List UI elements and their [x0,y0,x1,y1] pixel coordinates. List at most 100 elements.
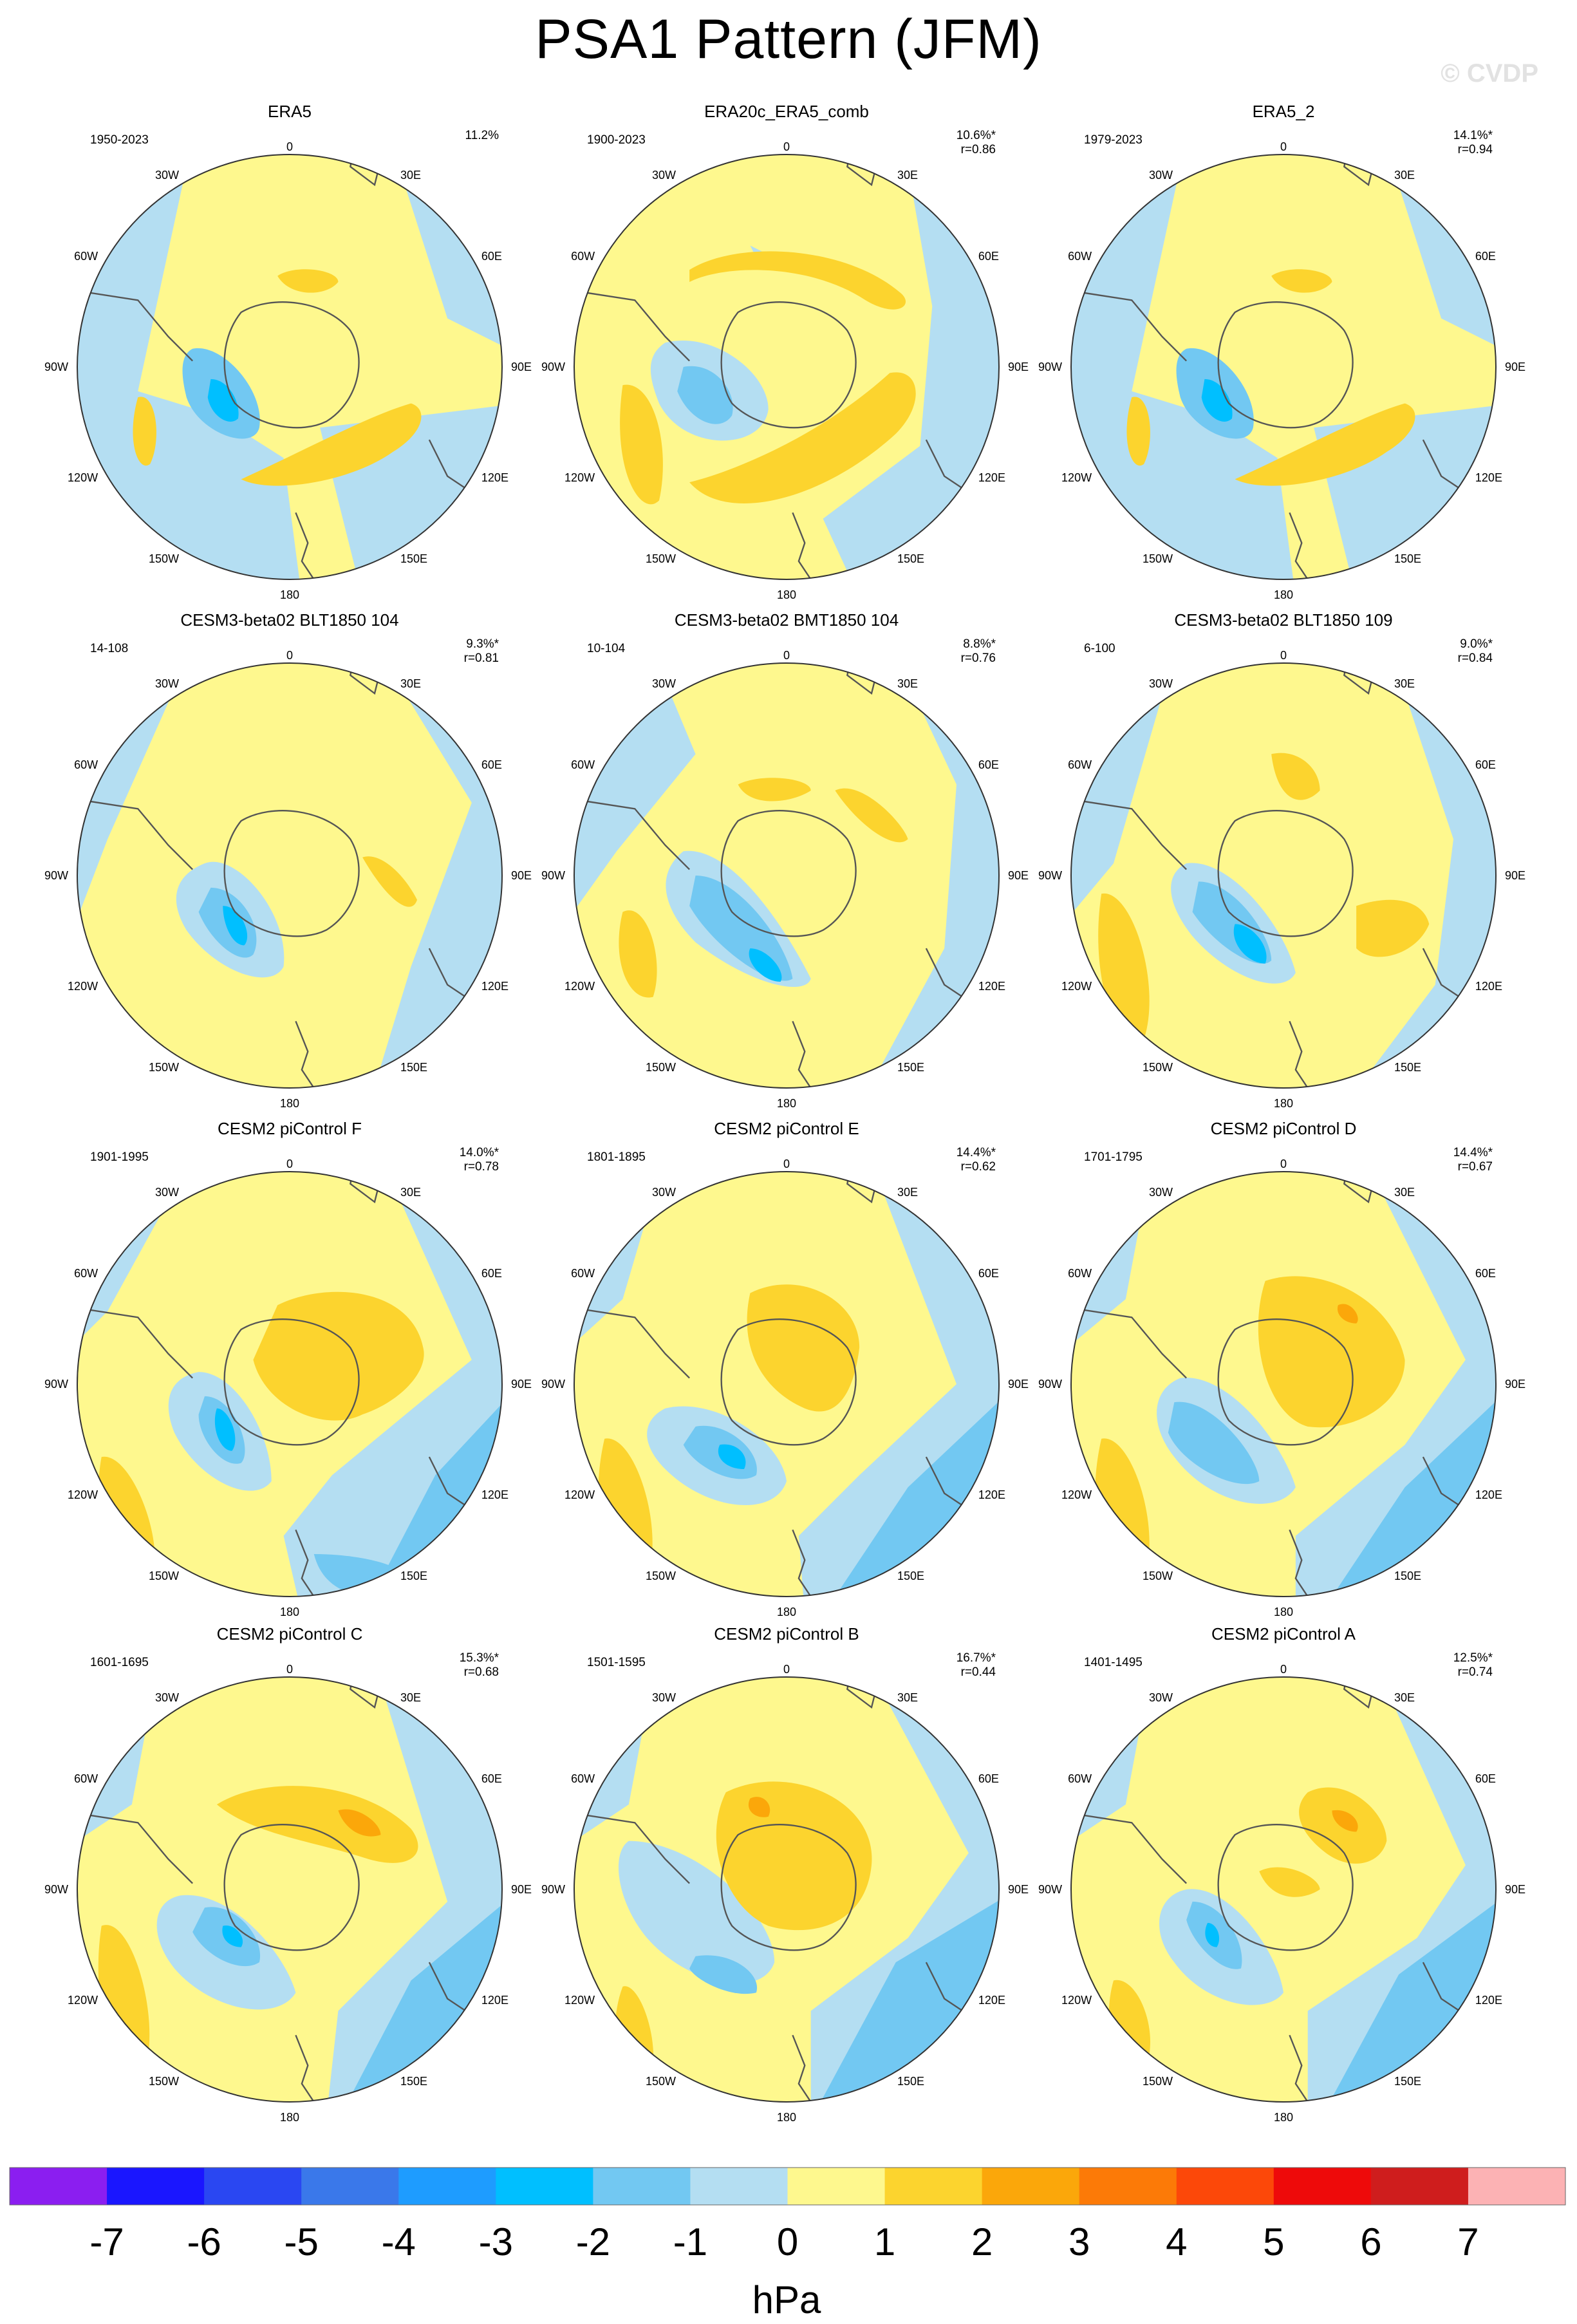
colorbar-tick-label: -5 [285,2220,319,2263]
lon-label-west: 120W [565,1994,595,2007]
lon-label-east: 30E [1394,1186,1415,1199]
anomaly-contour [1168,1401,1260,1485]
colorbar-swatch [787,2168,886,2205]
lon-label-west: 30W [155,677,179,690]
map-panel-grid: ERA5 1950-2023 11.2% 0 180 30W 30E 60W 60E 90W 90E… [44,102,1526,2124]
lon-label-east: 90E [1505,1883,1526,1896]
map-boundary [574,1171,1000,1597]
panel-correlation: r=0.44 [961,1665,996,1679]
antarctica-coastline [1217,1318,1354,1446]
panel-correlation: r=0.74 [1458,1665,1493,1679]
map-boundary [77,662,503,1089]
anomaly-contour [1259,1867,1320,1897]
lon-label-west: 30W [155,1691,179,1704]
lon-label-east: 150E [1394,1570,1421,1582]
south-america-coastline [574,1810,690,1884]
anomaly-contour [677,366,733,424]
lon-label-east: 30E [400,677,421,690]
map-panels-svg: ERA5 1950-2023 11.2% 0 180 30W 30E 60W 60E 90W 90E… [44,102,1526,2124]
antarctica-coastline [1217,810,1354,937]
anomaly-contour [738,778,811,801]
lon-label-west: 150W [149,552,179,565]
panel-explained-variance: 9.0%* [1460,637,1493,651]
lon-label-180: 180 [1274,1606,1293,1618]
panel-title: CESM3-beta02 BLT1850 104 [180,610,398,630]
new-zealand-coastline [1289,1529,1309,1597]
lon-label-west: 120W [1061,1488,1092,1501]
antarctica-coastline [223,1824,360,1951]
anomaly-contour [748,1797,770,1817]
lon-label-west: 90W [1038,1883,1062,1896]
map-boundary [1070,154,1497,580]
panel-title: CESM2 piControl C [217,1624,363,1644]
lon-label-west: 30W [652,677,676,690]
map-boundary [1070,1171,1497,1597]
panel-correlation: r=0.68 [464,1665,499,1679]
colorbar-tick-label: 7 [1457,2220,1479,2263]
lon-label-west: 60W [571,250,595,263]
lon-label-180: 180 [777,2111,796,2124]
south-america-coastline [77,287,193,362]
lon-label-east: 60E [481,1267,502,1280]
lon-label-0: 0 [783,1157,790,1170]
anomaly-field [574,155,999,579]
map-panel: CESM2 piControl F 1901-1995 14.0%*r=0.78 0 1… [44,1119,532,1618]
map-boundary [1070,1676,1497,2103]
panel-explained-variance: 8.8%* [963,637,996,651]
lon-label-east: 120E [978,980,1005,993]
map-panel: CESM2 piControl B 1501-1595 16.7%*r=0.44 0 1… [541,1624,1029,2124]
anomaly-contour [1233,924,1267,964]
lon-label-west: 90W [44,869,68,882]
panel-explained-variance: 15.3%* [460,1651,499,1665]
anomaly-contour [216,1786,418,1863]
lon-label-east: 60E [978,1267,999,1280]
colorbar-swatch [107,2168,205,2205]
lon-label-east: 90E [1008,869,1029,882]
lon-label-east: 60E [978,250,999,263]
panel-years: 1900-2023 [587,133,646,147]
anomaly-contour [1201,379,1233,422]
lon-label-east: 60E [481,250,502,263]
panel-explained-variance: 16.7%* [956,1651,996,1665]
lon-label-east: 120E [1475,980,1502,993]
colorbar-swatch [496,2168,593,2205]
colorbar-swatch [982,2168,1080,2205]
panel-title: CESM3-beta02 BLT1850 109 [1174,610,1392,630]
panel-title: CESM3-beta02 BMT1850 104 [675,610,899,630]
anomaly-contour [749,948,782,982]
anomaly-contour [620,384,663,505]
lon-label-west: 120W [565,1488,595,1501]
panel-years: 1401-1495 [1084,1656,1143,1669]
lon-label-east: 60E [978,1772,999,1785]
panel-explained-variance: 10.6%* [956,129,996,142]
panel-correlation: r=0.78 [464,1160,499,1174]
lon-label-east: 90E [511,1378,532,1391]
panel-explained-variance: 9.3%* [466,637,499,651]
panel-years: 1979-2023 [1084,133,1143,147]
lon-label-west: 120W [1061,980,1092,993]
lon-label-west: 150W [1143,552,1173,565]
lon-label-0: 0 [1280,649,1287,662]
anomaly-contour [1271,269,1332,293]
colorbar-tick-label: 6 [1360,2220,1381,2263]
anomaly-contour [1071,155,1296,579]
lon-label-west: 60W [571,1267,595,1280]
anomaly-field [574,1172,999,1597]
antarctica-coastline [223,810,360,937]
anomaly-contour [1332,1810,1358,1832]
anomaly-contour [718,1444,746,1469]
anomaly-contour [619,910,657,998]
colorbar-svg: -7 -6 -5 -4 -3 -2 -1 0 1 2 3 4 5 6 7 hPa [9,2167,1566,2321]
colorbar-swatch [593,2168,691,2205]
lon-label-west: 120W [68,1488,98,1501]
map-boundary [574,1676,1000,2103]
south-america-coastline [1071,287,1187,362]
colorbar-swatch [1273,2168,1372,2205]
lon-label-east: 30E [897,1186,918,1199]
lon-label-east: 150E [897,2075,924,2088]
lon-label-west: 150W [149,1570,179,1582]
colorbar-swatch [10,2168,107,2205]
lon-label-west: 90W [44,361,68,373]
panel-years: 10-104 [587,642,626,655]
south-america-coastline [1071,1304,1187,1379]
